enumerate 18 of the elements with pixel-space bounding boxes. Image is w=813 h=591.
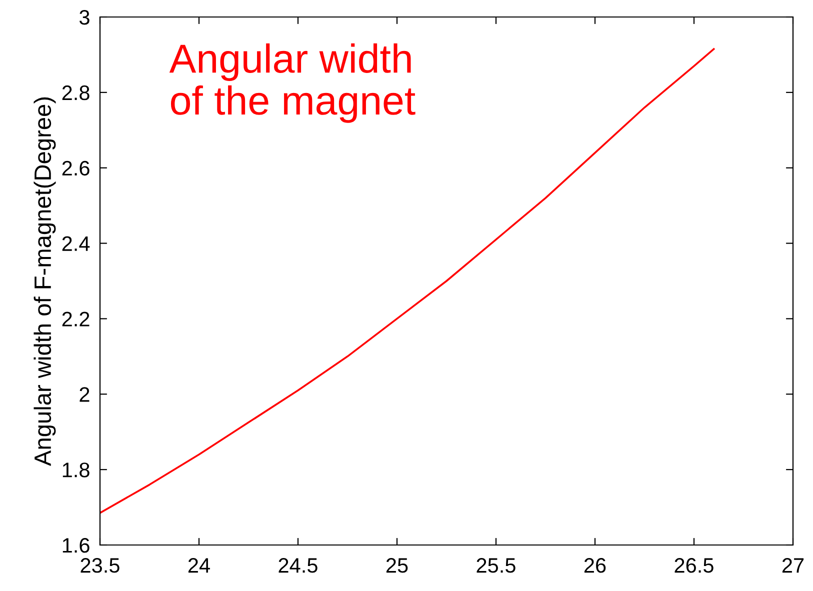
y-tick-label: 2.6 [62,160,90,176]
x-tick-label: 24 [188,558,210,573]
y-tick-label: 2.4 [62,236,90,251]
y-tick-label: 2.2 [62,312,90,326]
y-axis-title: Angular width of F-magnet(Degree) [34,97,56,466]
x-tick-label: 26 [584,558,606,573]
x-tick-label: 27 [782,558,804,573]
y-tick-label: 2.8 [62,85,90,100]
x-tick-label: 25.5 [476,558,516,573]
y-tick-label: 1.8 [62,462,90,478]
x-tick-label: 26.5 [674,558,714,573]
x-tick-label: 24.5 [278,558,318,573]
annotation: Angular width of the magnet [169,43,416,123]
x-tick-label: 25 [386,558,408,573]
x-tick-label: 23.5 [80,558,120,573]
y-tick-label: 1.6 [62,538,90,553]
y-tick-label: 2 [80,387,90,402]
y-tick-label: 3 [79,10,90,25]
